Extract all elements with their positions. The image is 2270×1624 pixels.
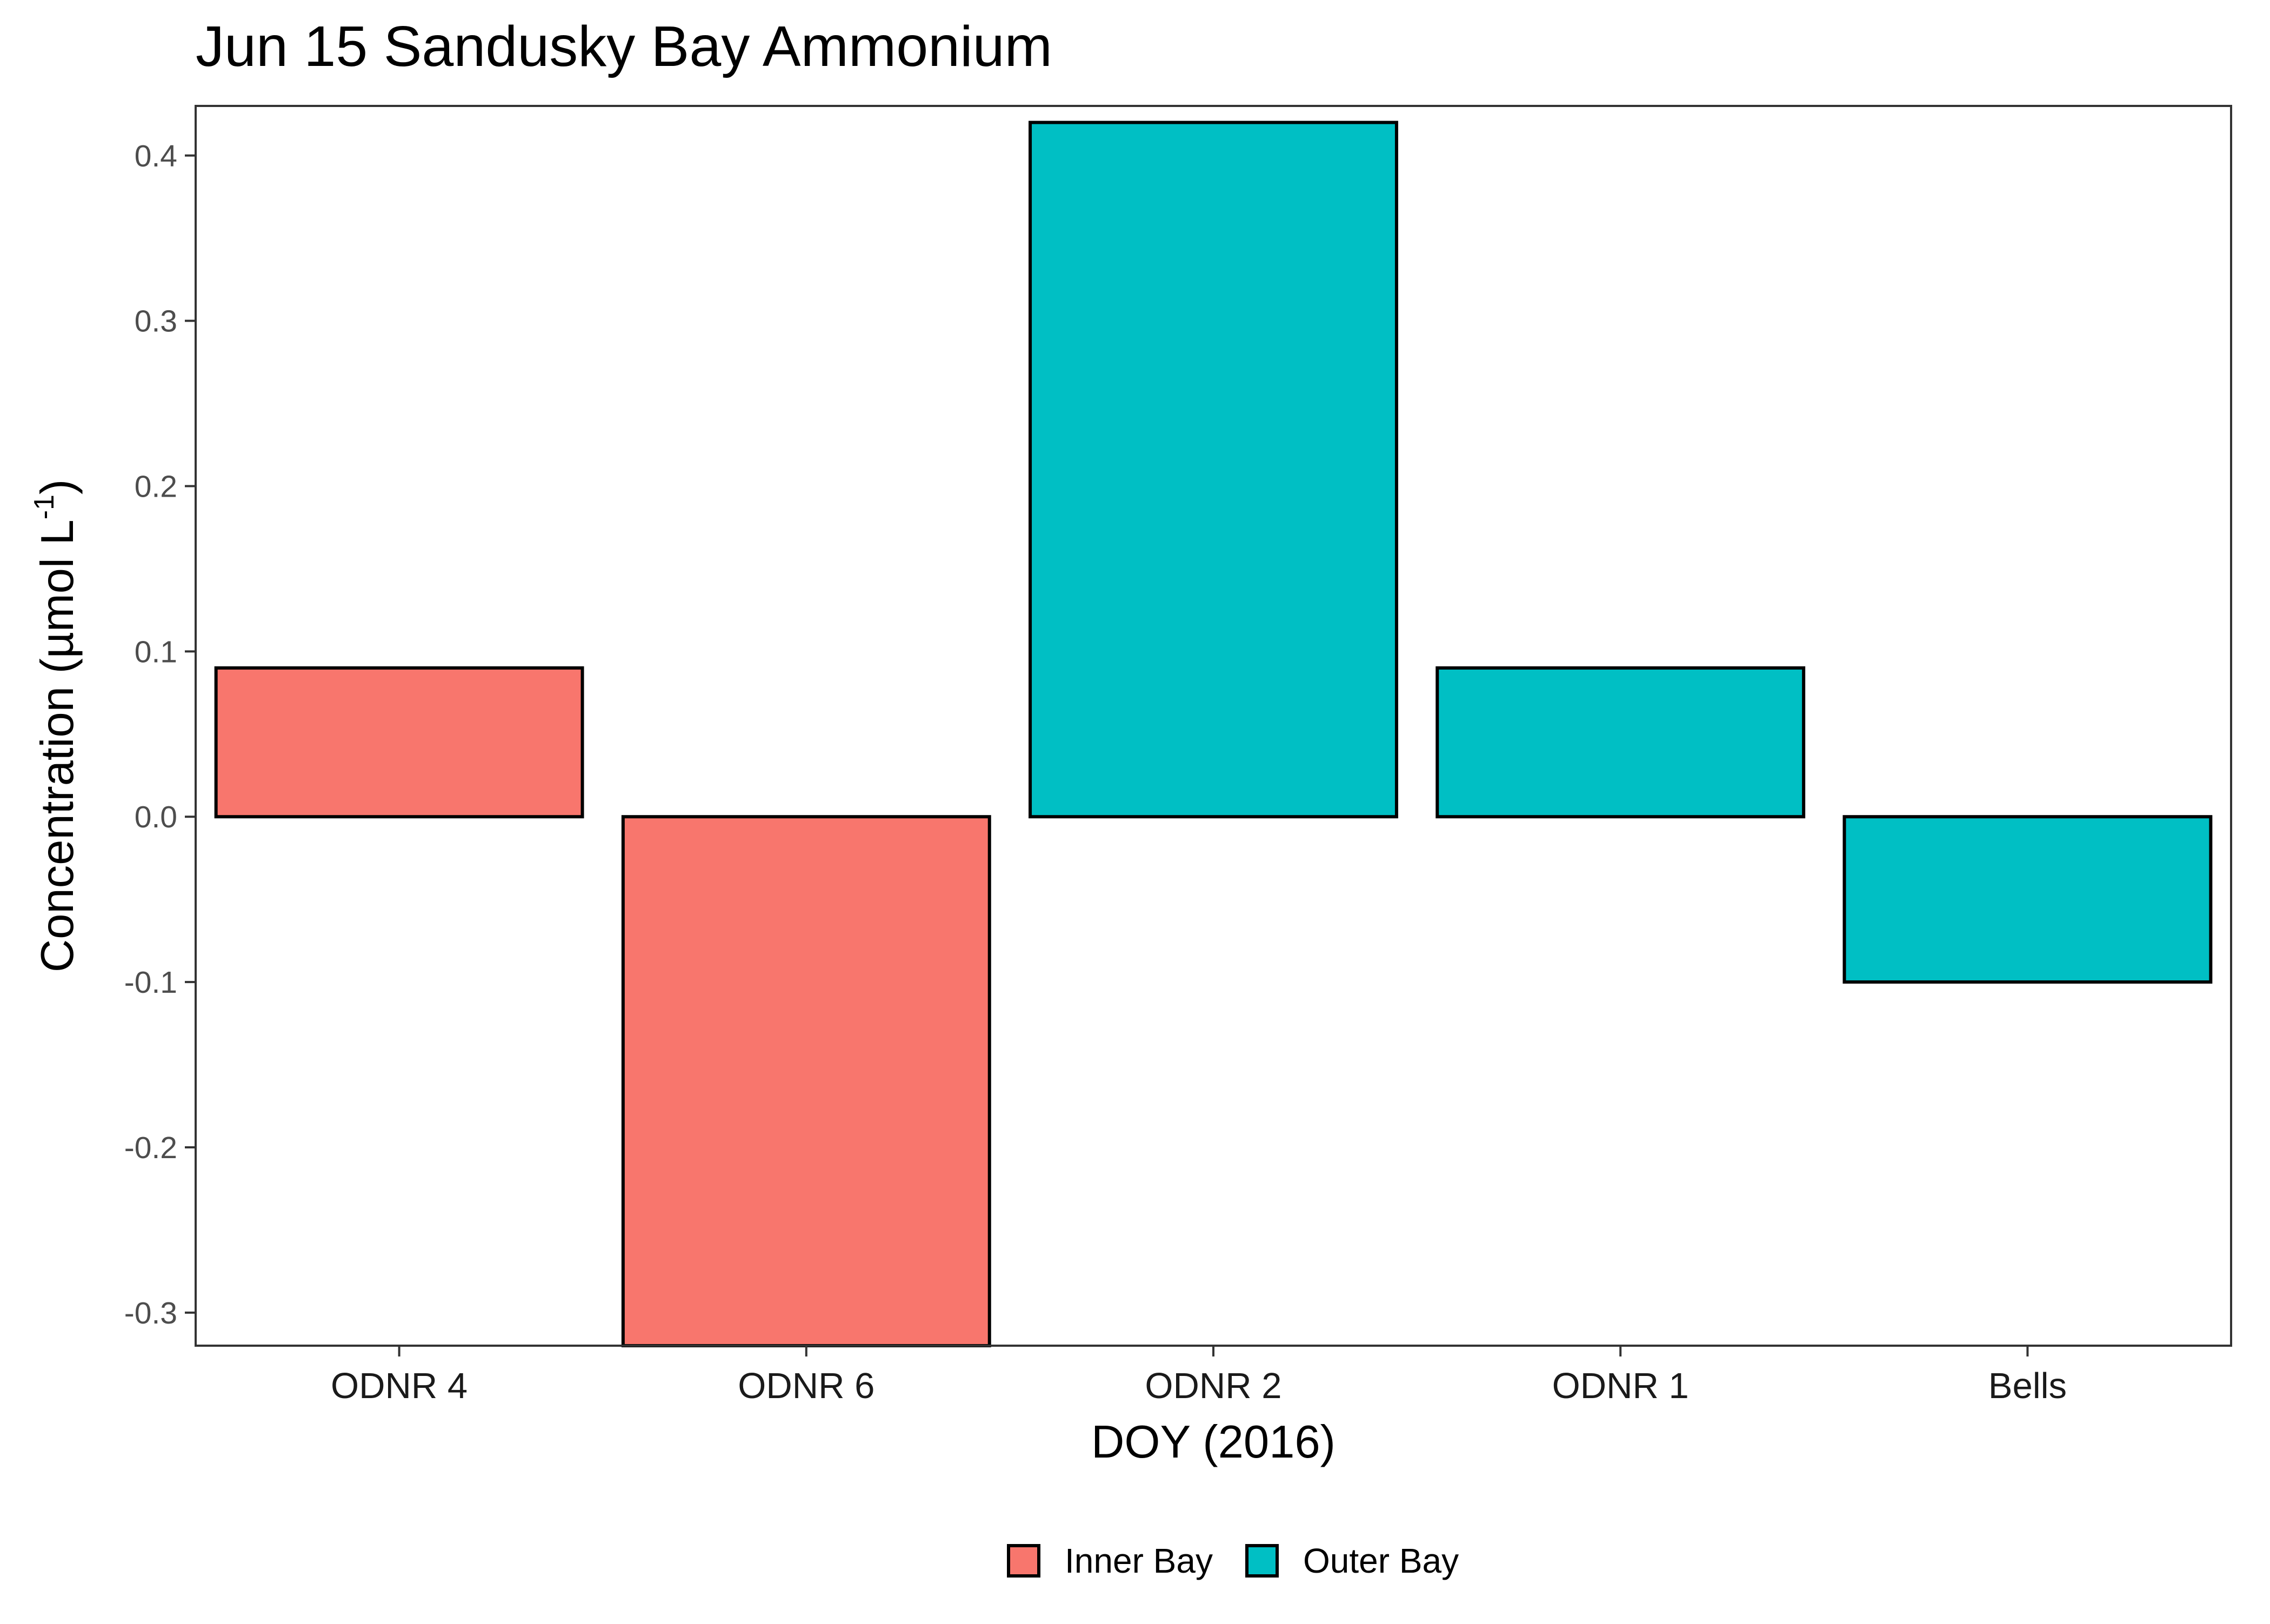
y-axis: -0.3 -0.2 -0.1 0.0 0.1 0.2 0.3 0.4	[124, 139, 196, 1331]
legend: Inner Bay Outer Bay	[1007, 1541, 1459, 1580]
bar-odnr-2	[1029, 121, 1398, 819]
x-axis: ODNR 4 ODNR 6 ODNR 2 ODNR 1 Bells	[331, 1346, 2067, 1406]
y-axis-title: Concentration (µmol L-1)	[29, 479, 83, 973]
x-tick-label: ODNR 4	[331, 1366, 468, 1406]
x-tick-label: Bells	[1988, 1366, 2067, 1406]
y-tick-label: -0.3	[124, 1296, 177, 1331]
legend-label: Inner Bay	[1065, 1541, 1213, 1580]
y-axis-title-main: Concentration (µmol L	[32, 519, 83, 972]
x-tick-label: ODNR 1	[1552, 1366, 1689, 1406]
x-tick-label: ODNR 6	[738, 1366, 874, 1406]
y-tick-label: 0.3	[135, 304, 177, 339]
legend-swatch-inner-bay	[1007, 1544, 1040, 1578]
x-tick-label: ODNR 2	[1145, 1366, 1281, 1406]
y-tick-label: -0.2	[124, 1131, 177, 1165]
bar-odnr-4	[214, 666, 584, 819]
bar-odnr-6	[621, 815, 991, 1347]
chart-title: Jun 15 Sandusky Bay Ammonium	[196, 15, 1052, 78]
legend-swatch-outer-bay	[1245, 1544, 1279, 1578]
y-tick-label: 0.0	[135, 800, 177, 834]
bar-bells	[1842, 815, 2213, 984]
bar-odnr-1	[1436, 666, 1806, 819]
y-tick-label: 0.4	[135, 139, 177, 173]
y-tick-label: 0.2	[135, 469, 177, 504]
legend-label: Outer Bay	[1303, 1541, 1459, 1580]
y-tick-label: -0.1	[124, 965, 177, 1000]
y-tick-label: 0.1	[135, 634, 177, 669]
y-axis-title-superscript: -1	[29, 494, 60, 519]
y-axis-title-close: )	[32, 479, 83, 494]
bars	[214, 121, 2213, 1347]
x-axis-title: DOY (2016)	[1091, 1416, 1336, 1468]
